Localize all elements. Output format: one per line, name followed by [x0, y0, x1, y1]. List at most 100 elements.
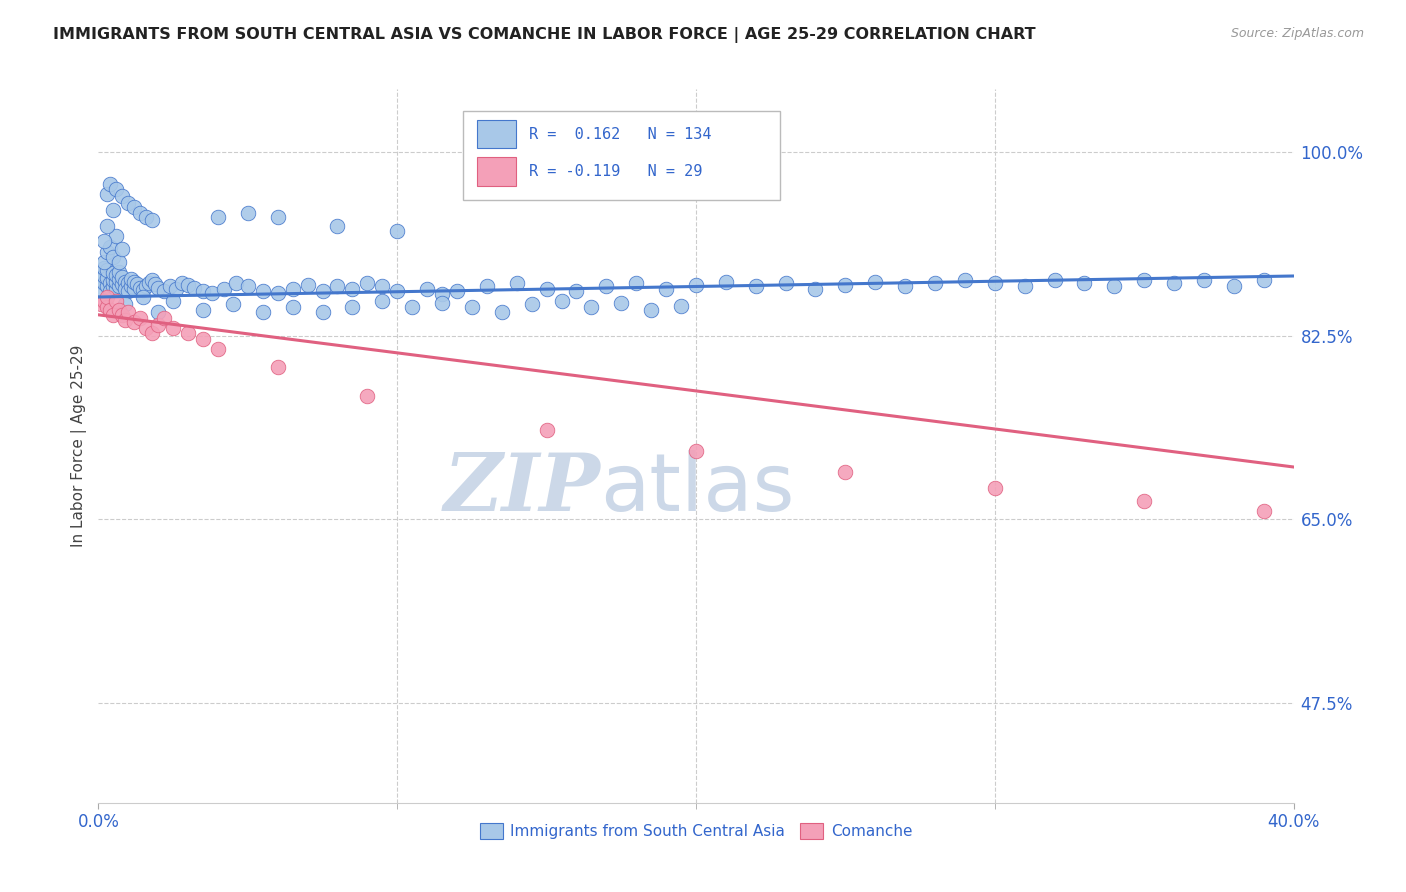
Point	[103, 266, 125, 280]
Point	[356, 389, 378, 403]
Point	[90, 297, 112, 311]
Point	[506, 277, 529, 291]
Point	[984, 481, 1007, 495]
Point	[201, 285, 224, 300]
Point	[98, 177, 122, 191]
Point	[311, 284, 333, 298]
Point	[225, 277, 247, 291]
Point	[108, 302, 131, 317]
Point	[141, 273, 163, 287]
Point	[132, 283, 155, 297]
Point	[117, 277, 139, 291]
Point	[111, 277, 134, 292]
Point	[129, 310, 152, 325]
Point	[96, 301, 118, 315]
Point	[98, 239, 122, 253]
Point	[1223, 279, 1246, 293]
Point	[222, 297, 245, 311]
Point	[430, 286, 453, 301]
Point	[117, 304, 139, 318]
Point	[105, 282, 128, 296]
Point	[520, 297, 543, 311]
Point	[135, 211, 157, 225]
Text: atlas: atlas	[600, 450, 794, 528]
Point	[655, 282, 678, 296]
Text: R =  0.162   N = 134: R = 0.162 N = 134	[529, 127, 711, 142]
Point	[536, 423, 558, 437]
Point	[108, 265, 131, 279]
Point	[281, 301, 304, 315]
Point	[685, 278, 707, 293]
Point	[124, 315, 146, 329]
Point	[124, 282, 146, 296]
Point	[236, 206, 259, 220]
Point	[93, 268, 115, 283]
Point	[105, 275, 128, 289]
Point	[111, 270, 134, 285]
Point	[165, 282, 187, 296]
Text: ZIP: ZIP	[443, 450, 600, 527]
Point	[103, 202, 125, 217]
Point	[1133, 493, 1156, 508]
Point	[565, 284, 588, 298]
Point	[124, 200, 146, 214]
Point	[111, 308, 134, 322]
FancyBboxPatch shape	[477, 157, 516, 186]
Point	[610, 296, 633, 310]
Point	[120, 272, 142, 286]
Point	[1253, 273, 1275, 287]
Point	[111, 242, 134, 256]
Point	[371, 279, 394, 293]
Point	[177, 278, 200, 293]
Point	[124, 275, 146, 289]
Point	[416, 282, 439, 296]
Point	[103, 279, 125, 293]
Point	[105, 229, 128, 244]
Point	[93, 260, 115, 275]
Point	[90, 282, 112, 296]
Point	[342, 301, 364, 315]
Point	[148, 318, 170, 333]
Point	[430, 296, 453, 310]
Point	[1014, 279, 1036, 293]
Point	[117, 284, 139, 298]
Point	[1192, 273, 1215, 287]
Point	[401, 301, 423, 315]
Point	[834, 278, 856, 293]
Point	[108, 279, 131, 293]
Point	[640, 302, 662, 317]
Point	[267, 360, 290, 375]
Point	[714, 275, 737, 289]
Point	[207, 211, 229, 225]
Point	[1133, 273, 1156, 287]
Point	[212, 282, 235, 296]
Point	[96, 271, 118, 285]
Point	[834, 465, 856, 479]
Point	[148, 280, 170, 294]
Point	[326, 219, 349, 233]
Point	[105, 182, 128, 196]
Point	[96, 279, 118, 293]
Point	[93, 277, 115, 291]
Point	[491, 304, 513, 318]
Point	[96, 244, 118, 259]
Point	[120, 279, 142, 293]
Point	[207, 343, 229, 357]
Point	[93, 235, 115, 249]
Point	[98, 302, 122, 317]
Point	[93, 294, 115, 309]
Point	[804, 282, 827, 296]
Point	[191, 302, 214, 317]
Point	[1104, 279, 1126, 293]
Point	[311, 304, 333, 318]
Point	[108, 272, 131, 286]
Point	[550, 294, 572, 309]
FancyBboxPatch shape	[477, 120, 516, 148]
Point	[191, 284, 214, 298]
Point	[127, 277, 149, 292]
Point	[153, 310, 176, 325]
Point	[96, 187, 118, 202]
Point	[105, 294, 128, 309]
Point	[135, 279, 157, 293]
Point	[1253, 504, 1275, 518]
